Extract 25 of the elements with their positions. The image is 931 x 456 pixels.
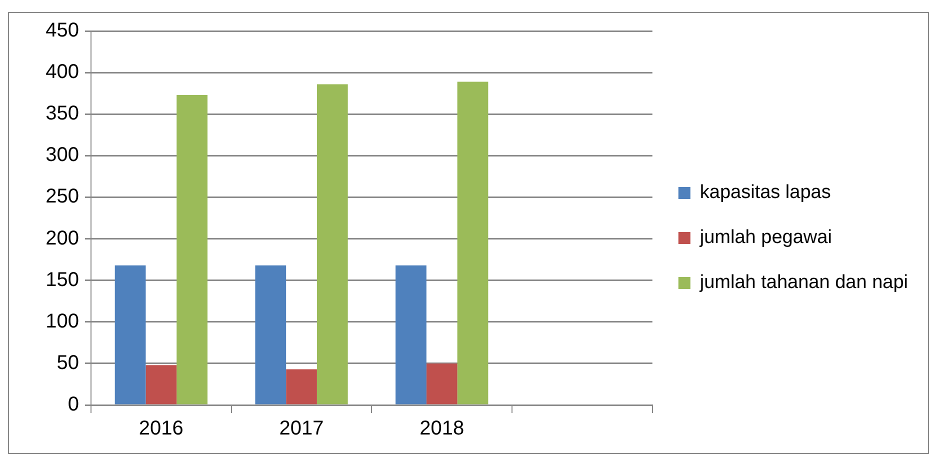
y-tick-label: 300 — [46, 144, 79, 166]
bar — [457, 82, 488, 404]
bar — [114, 265, 146, 404]
bar — [316, 84, 348, 404]
y-tick-label: 400 — [46, 61, 79, 84]
y-tick-label: 450 — [46, 20, 79, 42]
bar — [255, 265, 286, 404]
legend-label: kapasitas lapas — [700, 182, 831, 204]
bar — [286, 369, 317, 404]
x-tick-label: 2016 — [138, 418, 184, 440]
legend-label: jumlah pegawai — [698, 227, 832, 248]
bar — [146, 365, 177, 404]
y-tick-label: 150 — [46, 268, 79, 291]
bar — [426, 363, 458, 404]
x-tick-label: 2018 — [420, 418, 464, 440]
y-tick-label: 50 — [56, 352, 79, 374]
y-tick-label: 350 — [46, 102, 79, 125]
y-tick-label: 0 — [68, 394, 79, 416]
x-tick-label: 2017 — [279, 418, 324, 440]
y-tick-label: 250 — [46, 186, 79, 208]
y-tick-label: 200 — [46, 227, 79, 250]
bar — [176, 94, 208, 404]
legend-label: jumlah tahanan dan napi — [698, 272, 908, 294]
y-tick-label: 100 — [46, 310, 79, 332]
bar — [396, 265, 426, 404]
